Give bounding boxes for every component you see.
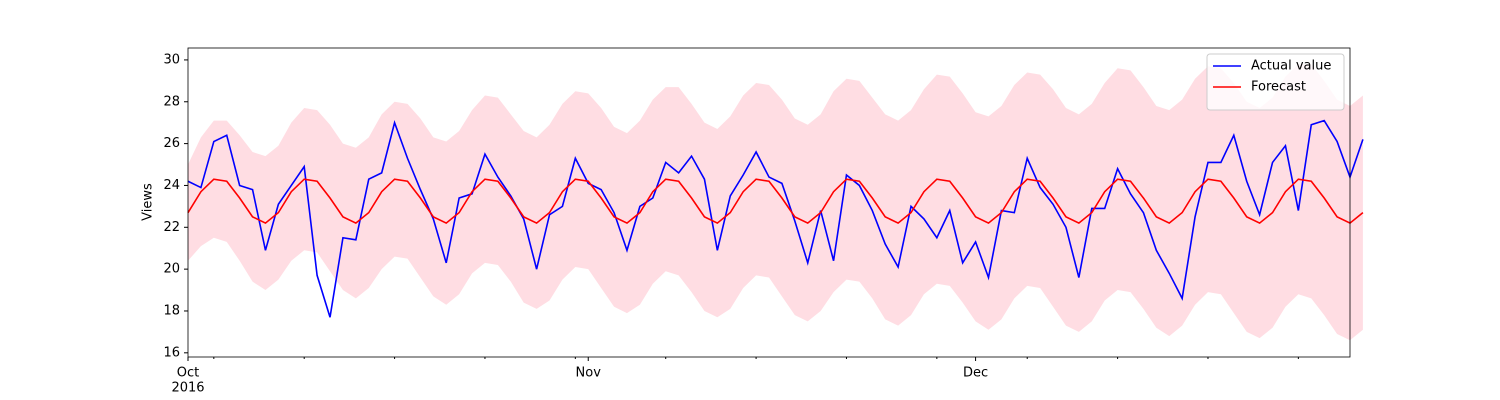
y-axis-label: Views — [141, 183, 156, 221]
confidence-band — [188, 64, 1363, 341]
x-tick-label: Nov — [576, 366, 602, 381]
legend-box — [1206, 53, 1345, 111]
legend-label: Actual value — [1251, 59, 1331, 74]
y-tick-label: 20 — [163, 262, 180, 277]
legend-label: Forecast — [1251, 80, 1306, 95]
x-tick-label: Oct — [177, 366, 199, 381]
y-tick-label: 16 — [163, 345, 180, 360]
plot-frame — [187, 47, 1351, 358]
y-tick-label: 30 — [163, 52, 180, 67]
series-line — [187, 178, 1364, 225]
x-tick-label: Dec — [963, 366, 988, 381]
x-year-label: 2016 — [171, 381, 204, 396]
y-tick-label: 22 — [163, 220, 180, 235]
series-line — [187, 119, 1364, 318]
y-tick-label: 26 — [163, 136, 180, 151]
y-tick-label: 18 — [163, 303, 180, 318]
y-tick-label: 28 — [163, 94, 180, 109]
y-tick-label: 24 — [163, 178, 180, 193]
